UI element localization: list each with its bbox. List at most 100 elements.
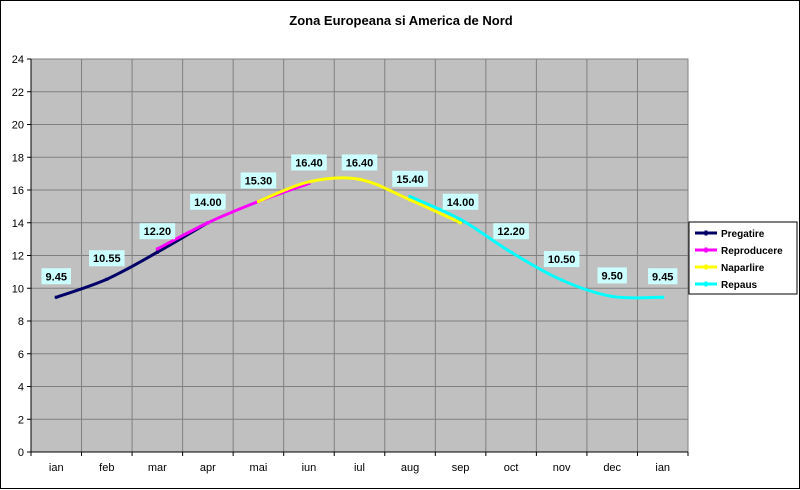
y-tick-label: 16 — [12, 185, 24, 197]
data-label-box — [190, 193, 226, 210]
legend-marker-repaus — [704, 281, 708, 287]
data-label-box — [41, 268, 71, 285]
y-tick-label: 22 — [12, 87, 24, 99]
data-point-repaus — [560, 278, 564, 282]
series-line-repaus — [408, 195, 665, 300]
x-tick-label: apr — [200, 462, 216, 474]
x-tick-label: feb — [99, 462, 114, 474]
data-label-text: 14.00 — [447, 197, 475, 209]
x-tick-label: mai — [250, 462, 268, 474]
legend-marker-naparlire — [704, 264, 708, 270]
data-label-box — [341, 154, 378, 171]
data-point-naparlire — [358, 177, 361, 181]
data-label: 12.20 — [493, 223, 529, 240]
x-tick-label: sep — [452, 462, 470, 474]
data-point-repaus — [661, 295, 665, 299]
y-tick-label: 2 — [18, 414, 24, 426]
data-label: 10.50 — [543, 251, 580, 268]
series-line-reproducere — [155, 181, 311, 251]
legend-label-pregatire: Pregatire — [721, 229, 765, 240]
y-tick-label: 6 — [18, 349, 24, 361]
data-point-pregatire — [155, 250, 159, 254]
data-label-text: 9.45 — [652, 271, 673, 283]
data-label-box — [493, 223, 529, 240]
y-tick-label: 20 — [12, 120, 24, 132]
data-label-text: 15.30 — [245, 175, 273, 187]
data-label-box — [139, 223, 176, 240]
data-label-text: 16.40 — [295, 157, 323, 169]
data-label-box — [543, 251, 580, 268]
data-label-text: 16.40 — [346, 157, 374, 169]
y-tick-label: 10 — [12, 283, 24, 295]
x-tick-label: ian — [655, 462, 670, 474]
x-tick-label: dec — [603, 462, 621, 474]
data-point-repaus — [610, 294, 614, 298]
data-label: 16.40 — [291, 154, 327, 171]
data-label-text: 12.20 — [497, 226, 525, 238]
data-label: 14.00 — [442, 193, 479, 210]
data-label-text: 14.00 — [194, 197, 222, 209]
data-point-repaus — [509, 250, 513, 254]
y-tick-label: 8 — [18, 316, 24, 328]
data-label-box — [442, 193, 479, 210]
x-tick-label: aug — [401, 462, 419, 474]
y-tick-label: 14 — [12, 218, 24, 230]
legend-marker-reproducere — [704, 247, 708, 253]
data-point-repaus — [408, 195, 412, 199]
data-point-pregatire — [54, 295, 58, 299]
data-point-naparlire — [307, 180, 311, 184]
data-point-repaus — [459, 217, 463, 221]
x-tick-label: nov — [553, 462, 571, 474]
data-label: 15.40 — [392, 170, 428, 187]
data-point-pregatire — [105, 277, 109, 281]
x-tick-label: iul — [354, 462, 365, 474]
x-tick-label: oct — [504, 462, 519, 474]
data-point-reproducere — [155, 247, 159, 251]
data-label-box — [240, 172, 277, 189]
data-label: 16.40 — [341, 154, 378, 171]
data-point-naparlire — [459, 221, 463, 225]
data-label: 10.55 — [89, 250, 125, 267]
data-label: 14.00 — [190, 193, 226, 210]
data-point-naparlire — [408, 198, 412, 202]
data-point-reproducere — [206, 221, 210, 225]
data-label-text: 15.40 — [396, 174, 424, 186]
y-tick-label: 18 — [12, 152, 24, 164]
data-label-text: 10.55 — [93, 253, 121, 265]
data-label-text: 10.50 — [548, 254, 576, 266]
legend-label-repaus: Repaus — [721, 280, 758, 291]
legend-marker-pregatire — [704, 230, 708, 236]
data-label: 9.45 — [41, 268, 71, 285]
data-point-naparlire — [256, 199, 260, 203]
chart-title: Zona Europeana si America de Nord — [289, 13, 513, 28]
data-label: 9.50 — [597, 267, 627, 284]
data-label-text: 9.45 — [46, 271, 67, 283]
series-line-pregatire — [54, 221, 210, 299]
legend-label-naparlire: Naparlire — [721, 263, 765, 274]
legend: Pregatire Reproducere Naparlire Repaus — [688, 221, 798, 295]
data-label-box — [89, 250, 125, 267]
data-label-text: 9.50 — [601, 270, 622, 282]
series-lines — [54, 176, 665, 300]
data-label-box — [648, 268, 678, 285]
x-tick-label: iun — [302, 462, 317, 474]
y-tick-label: 0 — [18, 447, 24, 459]
x-tick-label: ian — [49, 462, 64, 474]
data-label: 9.45 — [648, 268, 678, 285]
y-tick-label: 12 — [12, 251, 24, 263]
data-label-text: 12.20 — [144, 226, 172, 238]
y-tick-label: 24 — [12, 54, 24, 66]
data-label-box — [597, 267, 627, 284]
data-label-box — [392, 170, 428, 187]
data-label: 15.30 — [240, 172, 277, 189]
data-label: 12.20 — [139, 223, 176, 240]
x-tick-label: mar — [148, 462, 167, 474]
data-label-box — [291, 154, 327, 171]
data-labels: 9.45 10.55 12.20 14.00 15.30 16.40 16.40 15.40 1… — [41, 154, 678, 285]
y-tick-label: 4 — [18, 382, 24, 394]
legend-label-reproducere: Reproducere — [721, 246, 783, 257]
data-point-reproducere — [307, 181, 311, 185]
